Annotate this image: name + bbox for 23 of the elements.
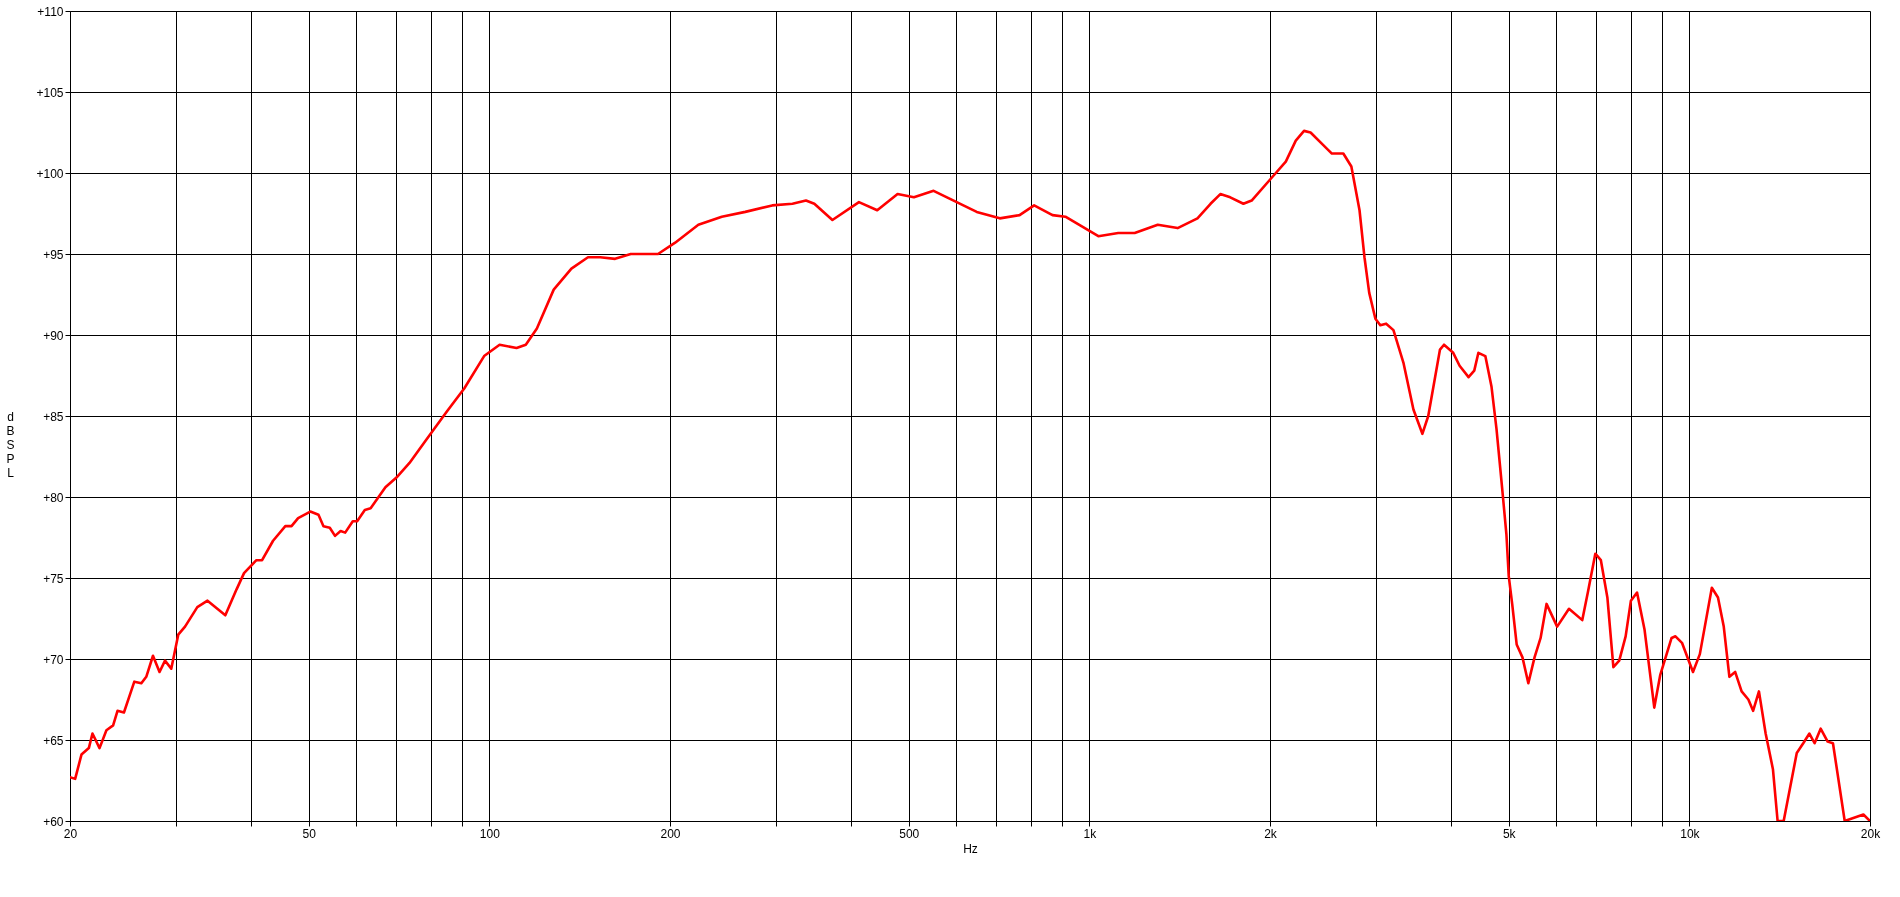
y-tick-label: +100	[36, 166, 64, 181]
y-tick-label: +110	[37, 4, 64, 19]
x-axis-title: Hz	[963, 841, 978, 856]
x-tick-label: 200	[660, 826, 681, 841]
x-tick-label: 20k	[1860, 826, 1882, 841]
y-tick-label: +75	[43, 571, 64, 586]
x-tick-label: 2k	[1264, 826, 1278, 841]
y-tick-label: +90	[43, 328, 64, 343]
x-tick-label: 500	[899, 826, 920, 841]
x-tick-label: 5k	[1502, 826, 1517, 841]
y-tick-label: +65	[43, 733, 64, 748]
x-tick-label: 100	[479, 826, 501, 841]
x-tick-label: 10k	[1680, 826, 1701, 841]
y-axis-title: dB SPL	[6, 409, 15, 480]
y-tick-label: +85	[43, 409, 64, 424]
y-tick-label: +60	[43, 814, 64, 829]
x-tick-label: 1k	[1083, 826, 1098, 841]
y-tick-label: +105	[36, 85, 64, 100]
y-tick-label: +95	[43, 247, 64, 262]
y-tick-label: +70	[43, 652, 64, 667]
y-tick-label: +80	[43, 490, 64, 505]
x-tick-label: 20	[63, 826, 78, 841]
x-tick-label: 50	[302, 826, 317, 841]
